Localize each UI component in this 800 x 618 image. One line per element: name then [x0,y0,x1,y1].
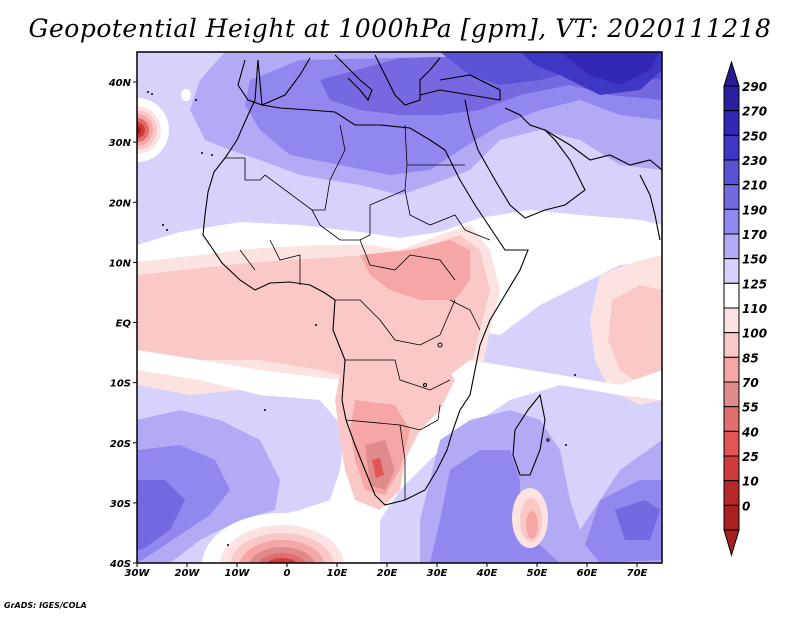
field-100-indian [608,285,662,385]
colorbar-label: 190 [742,203,767,217]
x-tick-label: 30W [125,568,151,579]
plot-frame [136,51,663,564]
colorbar-box [723,258,740,284]
colorbar-box [723,381,740,408]
colorbar-box [723,356,740,383]
x-tick-label: 50E [527,568,548,579]
colorbar: 2902702502302101901701501251101008570554… [723,60,767,557]
colorbar-label: 125 [742,277,767,291]
colorbar-box [723,430,740,457]
colorbar-bottom-arrow [723,529,740,557]
chart-title: Geopotential Height at 1000hPa [gpm], VT… [28,14,772,43]
colorbar-box [723,455,740,482]
colorbar-label: 10 [742,475,759,489]
colorbar-top-arrow [723,60,740,87]
colorbar-label: 40 [741,425,759,439]
field-55-satl [257,553,307,563]
colorbar-label: 170 [742,228,767,242]
y-axis: 40N 30N 20N 10N EQ 10S 20S 30S 40S [108,78,137,570]
colorbar-box [723,480,740,506]
field-white-spot [181,89,191,101]
y-tick-label: 20S [110,439,131,450]
colorbar-label: 250 [742,129,767,143]
x-axis: 30W 20W 10W 0 10E 20E 30E 40E 50E 60E 70E [125,563,648,579]
colorbar-label: 55 [742,401,759,415]
y-tick-label: 10S [110,379,131,390]
geopotential-field [137,52,662,563]
field-40-namibia [372,458,384,478]
colorbar-label: 290 [742,80,767,94]
field-0-madeira [137,126,141,134]
colorbar-box [723,332,740,358]
colorbar-label: 100 [742,327,767,341]
colorbar-label: 70 [742,376,759,390]
colorbar-box [723,184,740,210]
colorbar-label: 230 [742,154,767,168]
colorbar-box [723,282,740,309]
x-tick-label: 30E [427,568,448,579]
y-tick-label: 20N [109,198,132,209]
field-125-north [137,210,662,335]
islands [147,91,576,546]
colorbar-label: 0 [742,499,750,513]
field-85-madagascar-cell [526,511,538,539]
colorbar-box [723,85,740,112]
y-tick-label: 40S [109,559,131,570]
x-tick-label: 70E [627,568,648,579]
colorbar-box [723,406,740,432]
colorbar-label: 110 [742,302,767,316]
x-tick-label: 0 [284,568,291,579]
x-tick-label: 40E [476,568,498,579]
y-tick-label: 30N [109,138,132,149]
field-85-sahel [360,240,470,300]
y-tick-label: EQ [116,319,132,330]
grads-credit: GrADS: IGES/COLA [4,601,87,610]
field-210-sw [137,480,185,550]
colorbar-label: 25 [742,450,759,464]
colorbar-box [723,110,740,136]
field-210-far-se [615,500,660,540]
country-borders [225,124,491,500]
x-tick-label: 10W [225,568,251,579]
x-tick-label: 20W [175,568,201,579]
colorbar-box [723,504,740,531]
field-25-satl [266,558,298,563]
colorbar-label: 150 [742,253,767,267]
x-tick-label: 60E [577,568,598,579]
colorbar-box [723,307,740,334]
field-270 [560,52,660,85]
x-tick-label: 20E [377,568,398,579]
y-tick-label: 40N [108,78,132,89]
colorbar-box [723,233,740,260]
y-tick-label: 10N [109,258,132,269]
colorbar-box [723,208,740,235]
x-tick-label: 10E [327,568,348,579]
y-tick-label: 30S [110,499,131,510]
colorbar-box [723,134,740,161]
colorbar-label: 270 [742,105,767,119]
colorbar-box [723,159,740,186]
colorbar-label: 210 [742,179,767,193]
colorbar-label: 85 [742,351,759,365]
